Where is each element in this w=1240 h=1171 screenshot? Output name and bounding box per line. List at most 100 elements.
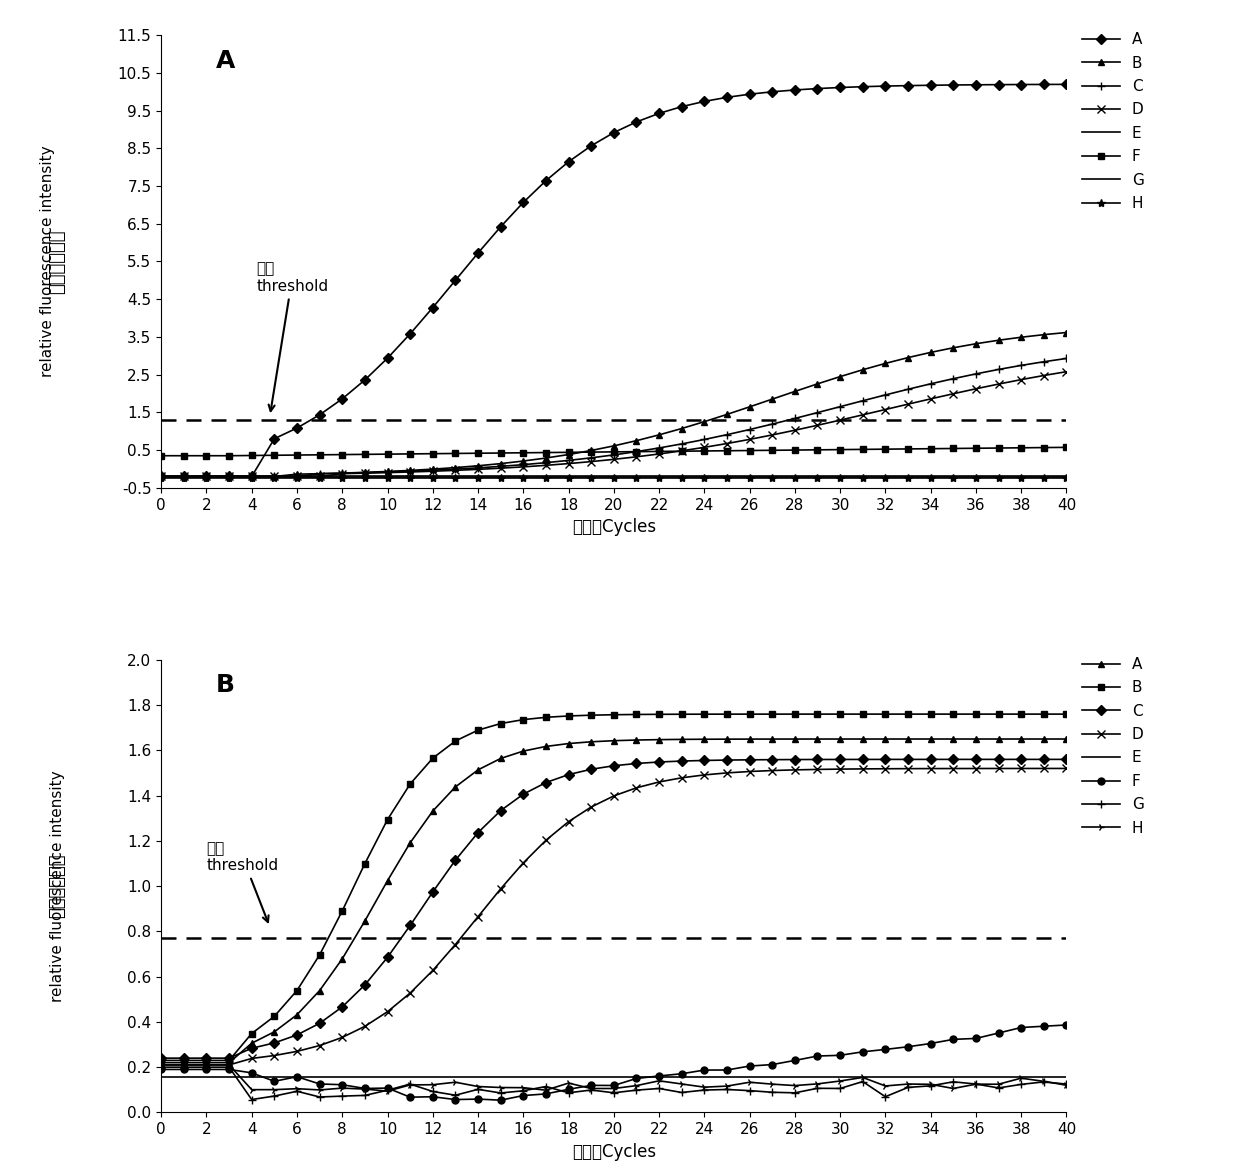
E	[856, 1070, 870, 1084]
B	[244, 470, 259, 484]
B	[403, 778, 418, 792]
G	[357, 471, 372, 485]
C	[403, 464, 418, 478]
H	[154, 1057, 169, 1071]
C	[606, 759, 621, 773]
E	[471, 1070, 486, 1084]
F	[335, 1077, 350, 1091]
H	[379, 1084, 394, 1098]
C	[1037, 752, 1052, 766]
F	[787, 1054, 802, 1068]
D	[471, 910, 486, 924]
B	[606, 707, 621, 721]
C	[200, 1052, 215, 1066]
G	[923, 1078, 939, 1093]
C	[357, 466, 372, 480]
D	[448, 464, 463, 478]
G	[1059, 1077, 1074, 1091]
B	[765, 707, 780, 721]
D	[923, 392, 939, 406]
F	[856, 1045, 870, 1059]
C	[629, 445, 644, 459]
C	[1059, 752, 1074, 766]
E	[787, 1070, 802, 1084]
E	[833, 1070, 848, 1084]
G	[878, 471, 893, 485]
D	[357, 466, 372, 480]
A	[200, 470, 215, 484]
D	[176, 470, 191, 484]
G	[154, 471, 169, 485]
B	[312, 947, 327, 961]
B	[856, 363, 870, 377]
F	[425, 1090, 440, 1104]
B	[606, 439, 621, 453]
C	[425, 885, 440, 899]
C	[312, 1016, 327, 1030]
F	[765, 1057, 780, 1071]
C	[923, 377, 939, 391]
E	[675, 470, 689, 484]
D	[267, 470, 281, 484]
D	[878, 403, 893, 417]
A	[743, 732, 758, 746]
B	[719, 707, 734, 721]
D	[538, 458, 553, 472]
F	[675, 444, 689, 458]
H	[1059, 472, 1074, 486]
G	[900, 471, 915, 485]
C	[946, 752, 961, 766]
C	[991, 752, 1006, 766]
A	[562, 155, 577, 169]
C	[335, 1000, 350, 1014]
C	[1014, 752, 1029, 766]
B	[494, 457, 508, 471]
G	[946, 1075, 961, 1089]
D	[675, 771, 689, 785]
C	[968, 367, 983, 381]
C	[810, 753, 825, 767]
E	[629, 470, 644, 484]
F	[833, 443, 848, 457]
H	[312, 1083, 327, 1097]
E	[403, 1070, 418, 1084]
A	[1014, 77, 1029, 91]
B	[833, 370, 848, 384]
F	[833, 1048, 848, 1062]
E	[968, 470, 983, 484]
A	[357, 913, 372, 927]
H	[176, 472, 191, 486]
E	[425, 1070, 440, 1084]
F	[606, 1078, 621, 1093]
B	[357, 465, 372, 479]
B	[765, 392, 780, 406]
B	[1059, 326, 1074, 340]
H	[878, 1078, 893, 1093]
F	[222, 1062, 237, 1076]
F	[652, 1069, 667, 1083]
C	[606, 447, 621, 461]
F	[516, 446, 531, 460]
E	[765, 1070, 780, 1084]
F	[719, 444, 734, 458]
G	[335, 471, 350, 485]
B	[584, 444, 599, 458]
A	[562, 737, 577, 751]
G	[379, 1083, 394, 1097]
C	[379, 951, 394, 965]
B	[584, 708, 599, 723]
H	[697, 472, 712, 486]
B	[968, 337, 983, 351]
B	[743, 399, 758, 413]
F	[900, 1040, 915, 1054]
G	[765, 471, 780, 485]
E	[154, 1070, 169, 1084]
D	[810, 762, 825, 776]
B	[991, 334, 1006, 348]
C	[1059, 351, 1074, 365]
E	[719, 470, 734, 484]
C	[900, 753, 915, 767]
B	[222, 470, 237, 484]
D	[878, 761, 893, 775]
A	[810, 732, 825, 746]
